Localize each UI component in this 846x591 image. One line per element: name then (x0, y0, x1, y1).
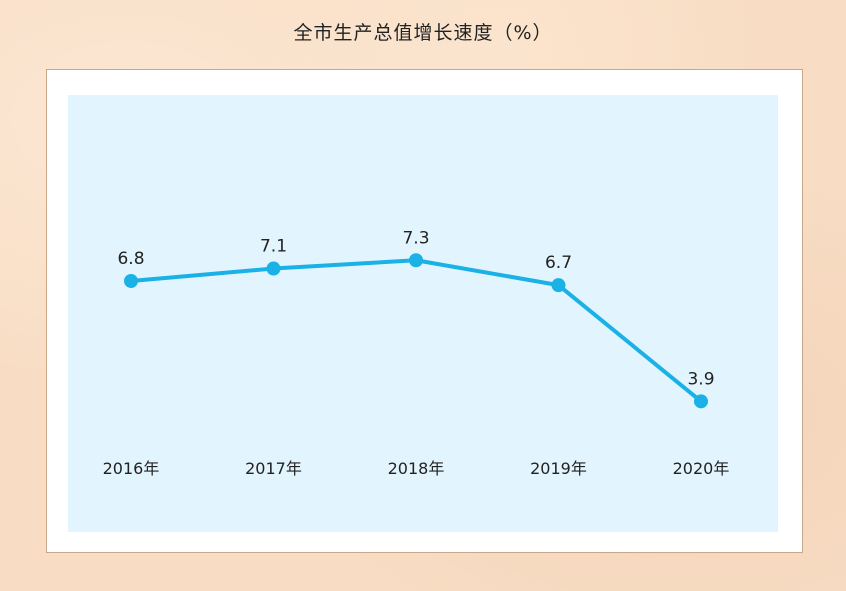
plot-area (68, 95, 778, 532)
series-line (129, 258, 703, 404)
data-points (124, 253, 708, 409)
data-point-4 (694, 394, 708, 409)
data-label-0: 6.8 (117, 249, 144, 269)
data-point-0 (124, 274, 138, 288)
value-labels: 6.8 7.1 7.3 6.7 3.9 (117, 228, 714, 389)
data-label-2: 7.3 (402, 228, 429, 248)
category-label-3: 2019年 (530, 459, 587, 478)
data-label-3: 6.7 (545, 253, 572, 273)
category-label-0: 2016年 (103, 459, 160, 478)
chart-title: 全市生产总值增长速度（%） (293, 22, 553, 44)
data-label-1: 7.1 (260, 237, 287, 257)
category-label-2: 2018年 (388, 459, 445, 478)
category-label-1: 2017年 (245, 459, 302, 478)
data-point-2 (409, 253, 423, 268)
data-point-1 (266, 261, 281, 276)
category-labels: 2016年 2017年 2018年 2019年 2020年 (103, 459, 730, 478)
category-label-4: 2020年 (673, 459, 730, 478)
data-label-4: 3.9 (687, 369, 714, 389)
data-point-3 (551, 278, 566, 293)
